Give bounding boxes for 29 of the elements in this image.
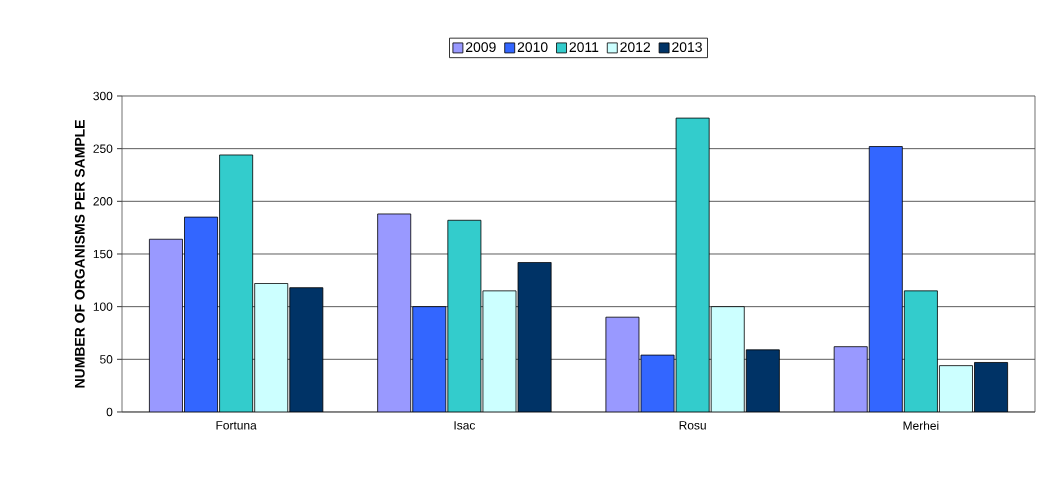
bar — [149, 238, 183, 412]
bar — [377, 213, 412, 412]
x-tick-label: Fortuna — [216, 421, 257, 430]
bar — [517, 262, 552, 412]
bar — [219, 154, 254, 412]
bar — [833, 346, 868, 412]
bar — [605, 316, 640, 412]
x-tick-label: Isac — [454, 421, 476, 430]
legend-label: 2013 — [672, 42, 702, 53]
bar — [903, 290, 938, 412]
legend-label: 2009 — [465, 42, 496, 53]
bar — [745, 349, 780, 412]
y-tick-label: 200 — [93, 197, 113, 206]
x-tick-label: Merhei — [903, 421, 939, 430]
y-axis-title: NUMBER OF ORGANISMS PER SAMPLE — [74, 120, 85, 388]
y-tick-label: 300 — [93, 91, 113, 101]
y-tick-label: 0 — [106, 407, 113, 417]
bar — [289, 287, 324, 412]
bar — [447, 219, 482, 412]
y-tick-label: 50 — [100, 355, 113, 364]
y-tick-label: 150 — [93, 249, 113, 259]
bar — [675, 117, 710, 412]
bar — [974, 362, 1009, 412]
x-tick-label: Rosu — [679, 421, 706, 430]
y-tick-label: 250 — [93, 144, 113, 153]
y-tick-label: 100 — [93, 302, 113, 311]
legend-label: 2011 — [569, 42, 599, 53]
legend-label: 2012 — [620, 42, 651, 53]
legend-label: 2010 — [517, 42, 548, 53]
